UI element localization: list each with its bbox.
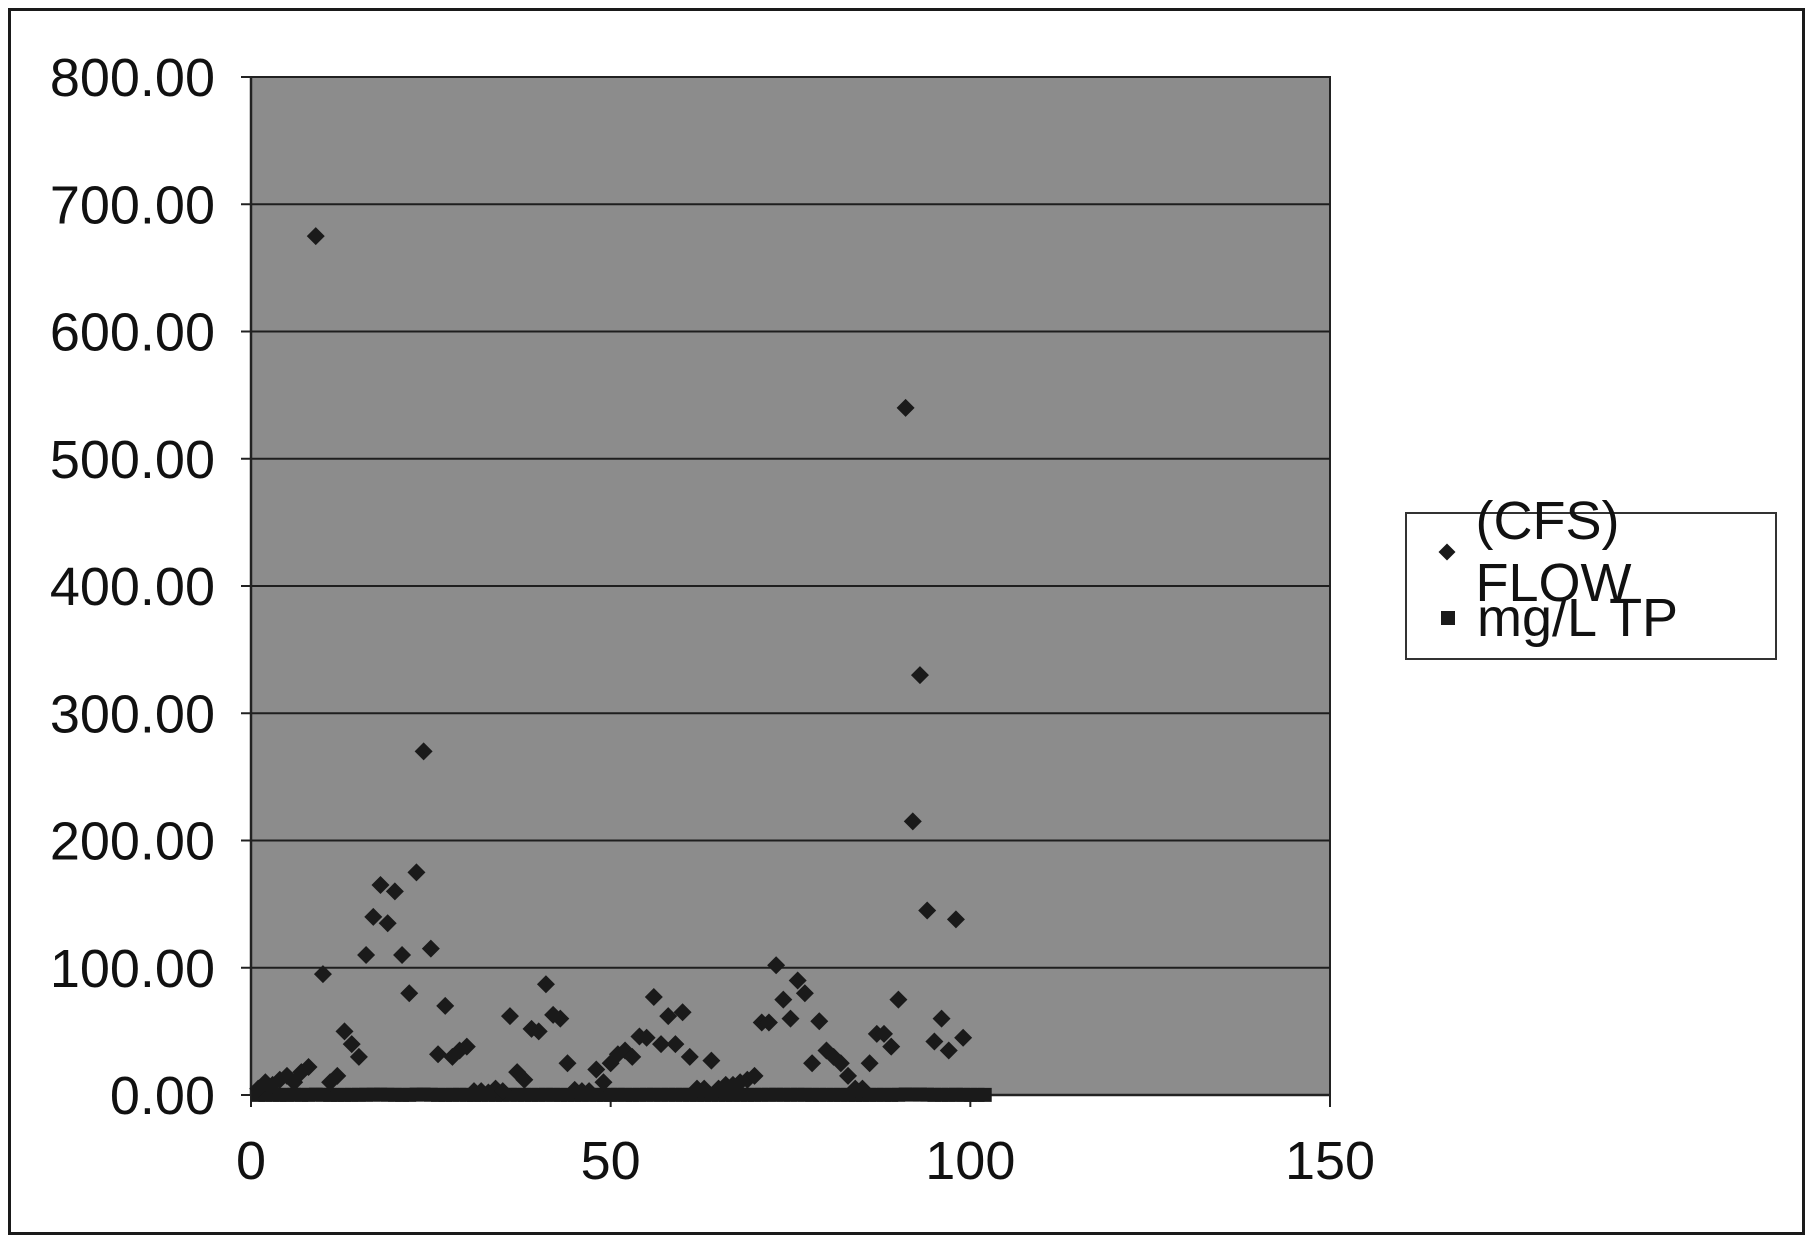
flow-point (896, 398, 915, 417)
flow-point (407, 863, 426, 882)
flow-point (637, 1028, 656, 1047)
y-tick-label: 700.00 (50, 175, 215, 235)
flow-point (306, 227, 325, 246)
series-flow (249, 227, 973, 1102)
flow-point (853, 1079, 872, 1098)
y-tick-label: 800.00 (50, 48, 215, 108)
legend-label-tp: mg/L TP (1477, 588, 1679, 648)
y-tick-label: 200.00 (50, 812, 215, 872)
flow-point (954, 1028, 973, 1047)
flow-point (357, 946, 376, 965)
flow-point (594, 1073, 613, 1092)
flow-point (831, 1054, 850, 1073)
flow-point (623, 1047, 642, 1066)
flow-point (925, 1032, 944, 1051)
flow-point (946, 910, 965, 929)
flow-point (500, 1007, 519, 1026)
flow-point (680, 1047, 699, 1066)
flow-point (759, 1013, 778, 1032)
y-tick-label: 0.00 (110, 1066, 215, 1126)
flow-point (335, 1022, 354, 1041)
diamond-marker-icon (1433, 537, 1462, 567)
flow-point (839, 1066, 858, 1085)
flow-point (767, 956, 786, 975)
flow-point (421, 939, 440, 958)
flow-point (932, 1009, 951, 1028)
flow-point (889, 990, 908, 1009)
flow-point (795, 984, 814, 1003)
flow-point (882, 1037, 901, 1056)
flow-point (810, 1012, 829, 1031)
flow-point (299, 1058, 318, 1077)
y-tick-label: 400.00 (50, 557, 215, 617)
flow-point (414, 742, 433, 761)
flow-point (860, 1054, 879, 1073)
flow-point (313, 965, 332, 984)
flow-point (349, 1047, 368, 1066)
flow-point (364, 907, 383, 926)
flow-point (436, 996, 455, 1015)
flow-point (378, 914, 397, 933)
flow-point (342, 1035, 361, 1054)
tp-point (977, 1087, 992, 1102)
square-marker-icon (1433, 603, 1463, 633)
flow-point (580, 1082, 599, 1101)
series-tp (251, 1087, 992, 1102)
gridlines (241, 76, 1330, 1096)
legend-item-tp: mg/L TP (1433, 586, 1678, 650)
y-tick-label: 500.00 (50, 430, 215, 490)
flow-point (551, 1009, 570, 1028)
flow-point (644, 988, 663, 1007)
legend-item-flow: (CFS) FLOW (1433, 491, 1775, 613)
legend-label-flow: (CFS) FLOW (1475, 491, 1632, 613)
flow-point (429, 1045, 448, 1064)
x-tick-label: 150 (1285, 1131, 1375, 1191)
y-axis-tick-labels: 0.00 100.00 200.00 300.00 400.00 500.00 600.00… (50, 48, 215, 1126)
flow-point (371, 876, 390, 895)
flow-point (515, 1070, 534, 1089)
flow-point (536, 975, 555, 994)
flow-point (587, 1060, 606, 1079)
flow-point (903, 812, 922, 831)
x-tick-label: 50 (581, 1131, 641, 1191)
x-tick-label: 100 (925, 1131, 1015, 1191)
y-tick-label: 600.00 (50, 303, 215, 363)
flow-point (910, 666, 929, 685)
flow-point (673, 1003, 692, 1022)
flow-point (659, 1007, 678, 1026)
flow-point (781, 1009, 800, 1028)
flow-point (918, 901, 937, 920)
y-tick-label: 300.00 (50, 684, 215, 744)
flow-point (529, 1022, 548, 1041)
flow-point (788, 971, 807, 990)
x-axis-tick-labels: 0 50 100 150 (236, 1131, 1375, 1191)
x-tick-label: 0 (236, 1131, 266, 1191)
flow-point (745, 1066, 764, 1085)
legend: (CFS) FLOW mg/L TP (1405, 491, 1777, 660)
flow-point (702, 1051, 721, 1070)
flow-point (875, 1024, 894, 1043)
flow-point (803, 1054, 822, 1073)
flow-point (558, 1054, 577, 1073)
flow-point (666, 1035, 685, 1054)
flow-point (393, 946, 412, 965)
flow-point (493, 1082, 512, 1101)
flow-point (457, 1037, 476, 1056)
y-tick-label: 100.00 (50, 939, 215, 999)
flow-point (652, 1035, 671, 1054)
flow-point (774, 990, 793, 1009)
flow-point (695, 1079, 714, 1098)
flow-point (385, 882, 404, 901)
flow-point (939, 1041, 958, 1060)
flow-point (400, 984, 419, 1003)
flow-point (328, 1066, 347, 1085)
